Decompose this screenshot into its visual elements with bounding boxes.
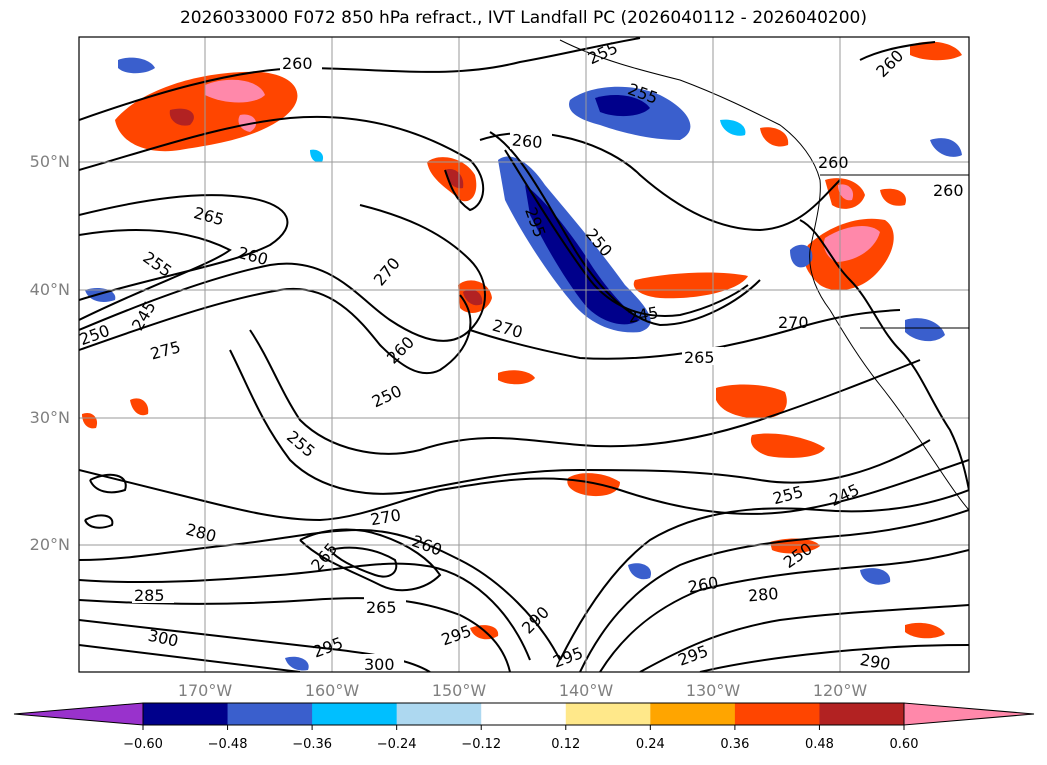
lat-label: 20°N bbox=[29, 535, 70, 554]
colorbar-tick-label: 0.36 bbox=[720, 737, 750, 752]
contour-label: 290 bbox=[859, 650, 892, 674]
colorbar-tick-label: −0.36 bbox=[292, 737, 333, 752]
lon-label: 150°W bbox=[431, 681, 487, 700]
lat-label: 40°N bbox=[29, 280, 70, 299]
colorbar-tick-label: 0.60 bbox=[889, 737, 919, 752]
colorbar-bin bbox=[819, 703, 905, 725]
contour-label: 260 bbox=[933, 181, 964, 200]
contour-label: 300 bbox=[364, 655, 395, 674]
lon-label: 140°W bbox=[558, 681, 614, 700]
lon-label: 170°W bbox=[177, 681, 233, 700]
lon-label: 160°W bbox=[304, 681, 360, 700]
contour-label: 285 bbox=[134, 586, 165, 605]
map-title: 2026033000 F072 850 hPa refract., IVT La… bbox=[179, 8, 867, 28]
colorbar-bin bbox=[227, 703, 313, 725]
contour-label: 265 bbox=[684, 348, 715, 367]
refractivity-contours bbox=[79, 37, 969, 672]
lon-label: 120°W bbox=[812, 681, 868, 700]
colorbar-tick-label: −0.24 bbox=[376, 737, 417, 752]
colorbar-bin bbox=[650, 703, 736, 725]
colorbar-tick-label: −0.12 bbox=[461, 737, 502, 752]
colorbar-tick-label: 0.24 bbox=[635, 737, 665, 752]
colorbar-bin bbox=[481, 703, 567, 725]
colorbar-tick-label: 0.48 bbox=[804, 737, 834, 752]
colorbar-bin bbox=[143, 703, 229, 725]
positive-anomaly-shading bbox=[82, 41, 962, 640]
coastline bbox=[559, 39, 969, 511]
lat-label: 30°N bbox=[29, 408, 70, 427]
contour-label: 265 bbox=[366, 598, 397, 617]
colorbar-tick-label: −0.48 bbox=[207, 737, 248, 752]
contour-label: 270 bbox=[778, 313, 809, 332]
contour-label: 260 bbox=[511, 130, 543, 152]
colorbar-tick-label: −0.60 bbox=[123, 737, 163, 752]
colorbar-extend-low bbox=[13, 702, 144, 726]
graticule bbox=[79, 37, 969, 672]
contour-label: 260 bbox=[282, 54, 313, 73]
colorbar-bin bbox=[312, 703, 398, 725]
colorbar-bin bbox=[734, 703, 820, 725]
colorbar-bin bbox=[396, 703, 482, 725]
lon-label: 130°W bbox=[685, 681, 741, 700]
lat-label: 50°N bbox=[29, 152, 70, 171]
colorbar-frame bbox=[142, 702, 905, 726]
map-frame bbox=[78, 36, 970, 673]
colorbar-extend-high bbox=[903, 702, 1035, 726]
colorbar-bin bbox=[565, 703, 651, 725]
contour-label: 260 bbox=[818, 153, 849, 172]
colorbar-tick-label: 0.12 bbox=[551, 737, 581, 752]
contour-label: 280 bbox=[747, 584, 779, 606]
